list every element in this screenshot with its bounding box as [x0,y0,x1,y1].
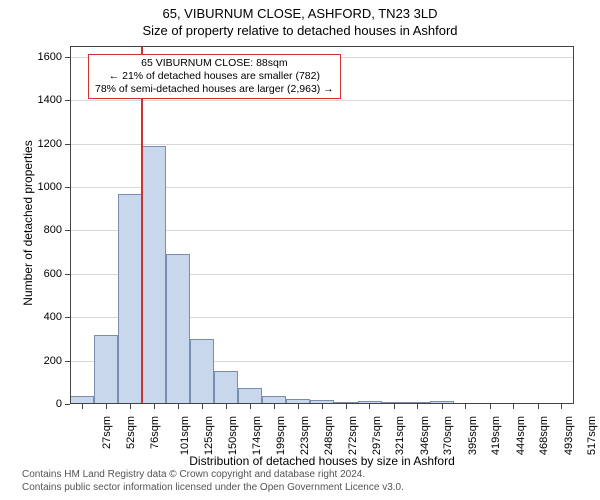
annotation-line2: ← 21% of detached houses are smaller (78… [95,70,334,83]
ytick-label: 800 [22,224,62,236]
ytick-mark [65,361,70,362]
xtick-mark [561,404,562,409]
xtick-label: 272sqm [347,416,359,455]
ytick-mark [65,57,70,58]
xtick-mark [226,404,227,409]
xtick-mark [106,404,107,409]
xtick-label: 346sqm [419,416,431,455]
footer-line1: Contains HM Land Registry data © Crown c… [22,469,404,482]
xtick-label: 297sqm [371,416,383,455]
xtick-label: 174sqm [251,416,263,455]
xtick-mark [538,404,539,409]
xtick-label: 223sqm [299,416,311,455]
xtick-label: 370sqm [443,416,455,455]
xtick-label: 444sqm [515,416,527,455]
footer-line2: Contains public sector information licen… [22,482,404,495]
ytick-mark [65,187,70,188]
xtick-label: 27sqm [101,416,113,449]
xtick-mark [130,404,131,409]
xtick-mark [178,404,179,409]
xtick-mark [346,404,347,409]
xtick-mark [417,404,418,409]
xtick-label: 125sqm [203,416,215,455]
xtick-mark [465,404,466,409]
ytick-mark [65,274,70,275]
xtick-mark [369,404,370,409]
ytick-mark [65,230,70,231]
ytick-label: 1200 [22,138,62,150]
xtick-label: 248sqm [323,416,335,455]
ytick-label: 400 [22,311,62,323]
ytick-mark [65,144,70,145]
chart-main-title: 65, VIBURNUM CLOSE, ASHFORD, TN23 3LD [0,6,600,21]
annotation-line1: 65 VIBURNUM CLOSE: 88sqm [95,57,334,70]
xtick-mark [202,404,203,409]
xtick-mark [394,404,395,409]
xtick-label: 52sqm [125,416,137,449]
x-axis-label: Distribution of detached houses by size … [70,454,574,468]
ytick-label: 600 [22,268,62,280]
xtick-mark [82,404,83,409]
ytick-mark [65,404,70,405]
xtick-label: 321sqm [395,416,407,455]
xtick-label: 468sqm [538,416,550,455]
xtick-label: 395sqm [467,416,479,455]
y-axis-label: Number of detached properties [21,123,35,323]
xtick-label: 517sqm [586,416,598,455]
ytick-mark [65,317,70,318]
xtick-mark [298,404,299,409]
footer-attribution: Contains HM Land Registry data © Crown c… [22,469,404,494]
xtick-mark [274,404,275,409]
xtick-label: 101sqm [179,416,191,455]
chart-border [70,46,574,404]
ytick-label: 1000 [22,181,62,193]
ytick-label: 200 [22,355,62,367]
xtick-mark [154,404,155,409]
annotation-line3: 78% of semi-detached houses are larger (… [95,83,334,96]
xtick-mark [250,404,251,409]
xtick-mark [322,404,323,409]
xtick-label: 150sqm [227,416,239,455]
chart-plot-area: 27sqm52sqm76sqm101sqm125sqm150sqm174sqm1… [70,46,574,404]
ytick-label: 1400 [22,94,62,106]
annotation-box: 65 VIBURNUM CLOSE: 88sqm ← 21% of detach… [88,54,341,99]
xtick-label: 419sqm [491,416,503,455]
xtick-mark [513,404,514,409]
xtick-label: 493sqm [563,416,575,455]
chart-sub-title: Size of property relative to detached ho… [0,23,600,38]
ytick-mark [65,100,70,101]
ytick-label: 1600 [22,51,62,63]
xtick-mark [490,404,491,409]
xtick-mark [442,404,443,409]
ytick-label: 0 [22,398,62,410]
xtick-label: 76sqm [149,416,161,449]
xtick-label: 199sqm [275,416,287,455]
